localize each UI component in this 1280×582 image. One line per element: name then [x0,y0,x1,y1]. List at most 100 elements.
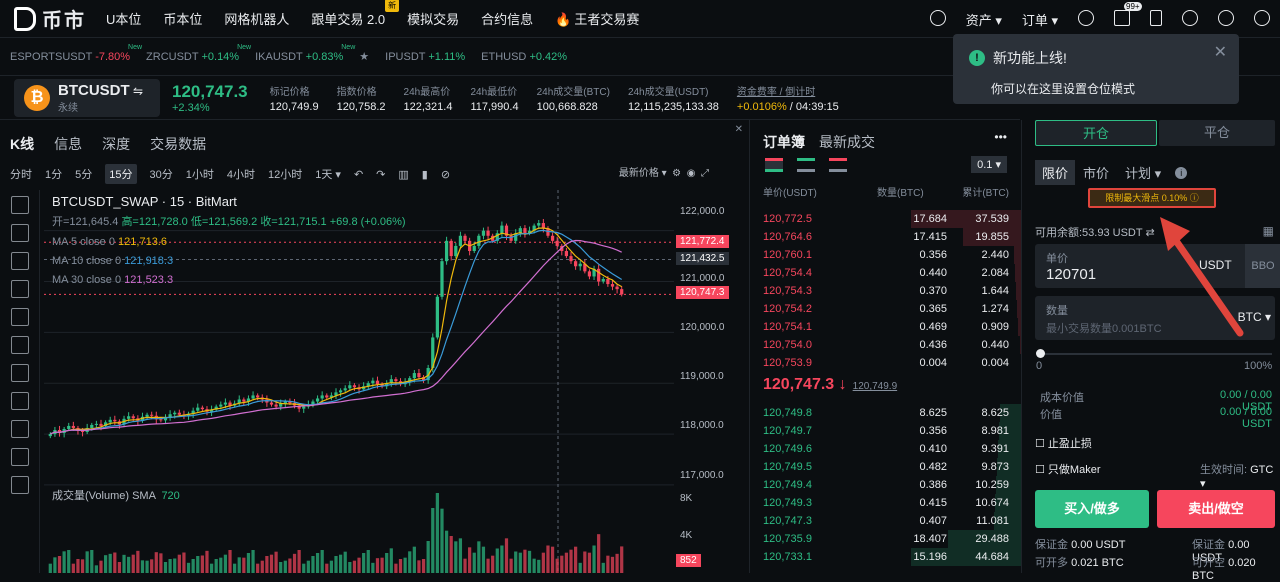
crosshair-icon[interactable] [11,196,29,214]
mail-icon[interactable]: 99+ [1114,1,1142,29]
nav-item-u[interactable]: U本位 [106,12,142,27]
ask-row[interactable]: 120,772.5 17.684 37.539 [751,210,1021,228]
layout-asks-icon[interactable] [829,158,847,172]
info-icon[interactable]: i [1175,166,1188,179]
bid-row[interactable]: 120,749.3 0.415 10.674 [751,494,1021,512]
globe-icon[interactable] [1182,9,1198,29]
more-icon[interactable]: ••• [994,130,1007,144]
tab-trigger[interactable]: 计划 ▾ [1125,166,1162,181]
ask-row[interactable]: 120,754.2 0.365 1.274 [751,300,1021,318]
maker-checkbox[interactable]: ☐ 只做Maker [1035,464,1101,476]
indicator-icon[interactable]: ▥ [398,168,409,181]
ticker-item[interactable]: IPUSDT +1.11% [385,51,465,63]
fib-icon[interactable] [11,252,29,270]
interval-30m[interactable]: 30分 [149,169,173,181]
interval-4h[interactable]: 4小时 [226,169,255,181]
transfer-icon[interactable]: ⇄ [1145,227,1155,239]
ask-row[interactable]: 120,764.6 17.415 19.855 [751,228,1021,246]
emoji-icon[interactable] [11,392,29,410]
slippage-banner[interactable]: 限制最大滑点 0.10% ⓘ [1088,188,1216,208]
layout-both-icon[interactable] [765,158,783,172]
ticker-item[interactable]: ESPORTSUSDT -7.80% New [10,44,142,63]
layout-bids-icon[interactable] [797,158,815,172]
ticker-item[interactable]: IKAUSDT +0.83% New [255,44,355,63]
tab-open[interactable]: 开仓 [1035,120,1157,146]
tif-select[interactable]: 生效时间: GTC ▾ [1200,464,1274,490]
tab-orderbook[interactable]: 订单簿 [763,134,805,150]
tab-tradedata[interactable]: 交易数据 [150,136,207,152]
tab-kline[interactable]: K线 [10,136,35,152]
candle-plot[interactable] [44,190,744,573]
percent-slider[interactable] [1040,353,1272,355]
theme-icon[interactable] [1254,9,1270,29]
tab-info[interactable]: 信息 [54,136,83,152]
quantity-input[interactable]: 数量 最小交易数量0.001BTC BTC ▾ [1035,296,1275,340]
nav-item-coin[interactable]: 币本位 [163,12,203,27]
ask-row[interactable]: 120,754.4 0.440 2.084 [751,264,1021,282]
bid-row[interactable]: 120,733.1 15.196 44.684 [751,548,1021,566]
redo-icon[interactable]: ↷ [376,168,386,181]
interval-1m[interactable]: 1分 [45,169,63,181]
measure-tool-icon[interactable] [11,308,29,326]
ask-row[interactable]: 120,753.9 0.004 0.004 [751,354,1021,372]
ruler-icon[interactable] [11,420,29,438]
undo-icon[interactable]: ↶ [353,168,364,181]
nav-item-demo[interactable]: 模拟交易 [407,12,460,27]
star-icon[interactable]: ★ [359,51,370,63]
ask-row[interactable]: 120,754.3 0.370 1.644 [751,282,1021,300]
interval-line[interactable]: 分时 [10,169,32,181]
precision-select[interactable]: 0.1 ▾ [971,156,1007,173]
download-icon[interactable] [1150,9,1162,29]
interval-1d[interactable]: 1天 ▾ [315,169,341,181]
zoom-icon[interactable] [11,448,29,466]
qty-unit-select[interactable]: BTC ▾ [1237,310,1271,324]
logo[interactable]: 币市 [14,4,86,33]
pattern-icon[interactable] [11,280,29,298]
symbol-selector[interactable]: ₿ BTCUSDT ⇋ 永续 [14,78,160,117]
buy-long-button[interactable]: 买入/做多 [1035,490,1149,528]
close-icon[interactable]: ✕ [734,124,743,135]
ticker-item[interactable]: ETHUSD +0.42% [481,51,567,63]
ask-row[interactable]: 120,760.1 0.356 2.440 [751,246,1021,264]
assets-menu[interactable]: 资产 ▾ [965,12,1002,28]
slider-handle[interactable] [1036,349,1045,358]
ask-row[interactable]: 120,754.0 0.436 0.440 [751,336,1021,354]
tab-trades[interactable]: 最新成交 [819,134,875,150]
tab-depth[interactable]: 深度 [102,136,131,152]
nav-item-copy[interactable]: 跟单交易 2.0 新 [311,0,400,28]
stat-funding[interactable]: 资金费率 / 倒计时 +0.0106% / 04:39:15 [737,83,839,113]
interval-12h[interactable]: 12小时 [268,169,303,181]
price-type-select[interactable]: 最新价格 ▾ ⚙ ◉ ⤢ [618,168,709,179]
text-icon[interactable] [11,364,29,382]
bid-row[interactable]: 120,735.9 18.407 29.488 [751,530,1021,548]
support-icon[interactable] [1078,9,1094,29]
trendline-icon[interactable] [11,224,29,242]
bid-row[interactable]: 120,749.5 0.482 9.873 [751,458,1021,476]
close-icon[interactable]: ✕ [1213,44,1227,61]
price-input[interactable]: 单价 120701 USDT BBO [1035,244,1280,288]
calculator-icon[interactable]: ▦ [1262,224,1274,238]
nav-item-contest[interactable]: 🔥 王者交易赛 [555,9,639,28]
orders-menu[interactable]: 订单 ▾ [1021,12,1058,28]
tab-close[interactable]: 平仓 [1159,120,1275,146]
bbo-button[interactable]: BBO [1245,244,1280,288]
interval-15m[interactable]: 15分 [105,164,137,184]
measure-icon[interactable]: ⊘ [440,168,451,181]
brush-icon[interactable] [11,336,29,354]
nav-item-info[interactable]: 合约信息 [481,12,534,27]
interval-1h[interactable]: 1小时 [185,169,214,181]
bid-row[interactable]: 120,749.4 0.386 10.259 [751,476,1021,494]
interval-5m[interactable]: 5分 [75,169,93,181]
tpsl-checkbox[interactable]: ☐ 止盈止损 [1035,438,1092,450]
nav-item-grid[interactable]: 网格机器人 [224,12,290,27]
tab-limit[interactable]: 限价 [1035,160,1076,185]
bid-row[interactable]: 120,749.8 8.625 8.625 [751,404,1021,422]
ticker-item[interactable]: ZRCUSDT +0.14% New [146,44,251,63]
tab-market[interactable]: 市价 [1083,166,1110,181]
ask-row[interactable]: 120,754.1 0.469 0.909 [751,318,1021,336]
gear-icon[interactable] [1218,9,1234,29]
bid-row[interactable]: 120,749.6 0.410 9.391 [751,440,1021,458]
bid-row[interactable]: 120,747.3 0.407 11.081 [751,512,1021,530]
sell-short-button[interactable]: 卖出/做空 [1157,490,1275,528]
bid-row[interactable]: 120,749.7 0.356 8.981 [751,422,1021,440]
